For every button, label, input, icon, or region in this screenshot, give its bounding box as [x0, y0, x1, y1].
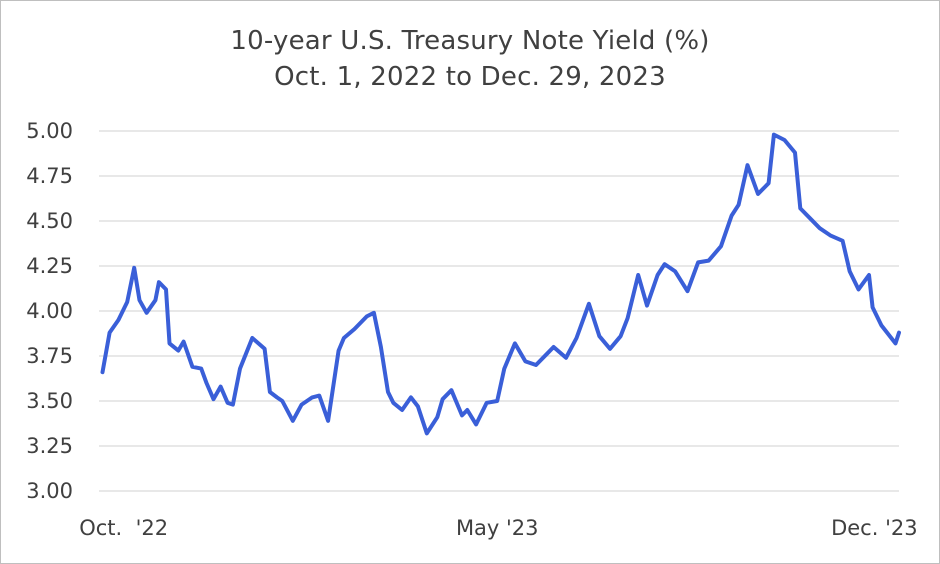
plot-area — [100, 132, 901, 436]
y-tick-label: 3.00 — [26, 479, 73, 503]
y-tick-label: 3.50 — [26, 389, 73, 413]
chart-subtitle: Oct. 1, 2022 to Dec. 29, 2023 — [274, 62, 666, 92]
x-tick-label: Dec. '23 — [831, 516, 917, 540]
y-tick-label: 4.25 — [26, 254, 73, 278]
y-tick-label: 4.75 — [26, 164, 73, 188]
chart-title-block: 10-year U.S. Treasury Note Yield (%) Oct… — [1, 23, 939, 95]
y-axis-ticks: 3.00 3.25 3.50 3.75 4.00 4.25 4.50 4.75 5.00 — [26, 119, 73, 503]
y-tick-label: 4.50 — [26, 209, 73, 233]
y-tick-label: 4.00 — [26, 299, 73, 323]
y-tick-label: 3.25 — [26, 434, 73, 458]
y-tick-label: 3.75 — [26, 344, 73, 368]
gridlines — [99, 130, 899, 492]
y-tick-label: 5.00 — [26, 119, 73, 143]
x-tick-label: May '23 — [456, 516, 539, 540]
x-tick-label: Oct. '22 — [79, 516, 168, 540]
chart-title: 10-year U.S. Treasury Note Yield (%) — [230, 26, 710, 56]
x-axis-ticks: Oct. '22 May '23 Dec. '23 — [79, 516, 917, 540]
series-line — [100, 132, 901, 436]
